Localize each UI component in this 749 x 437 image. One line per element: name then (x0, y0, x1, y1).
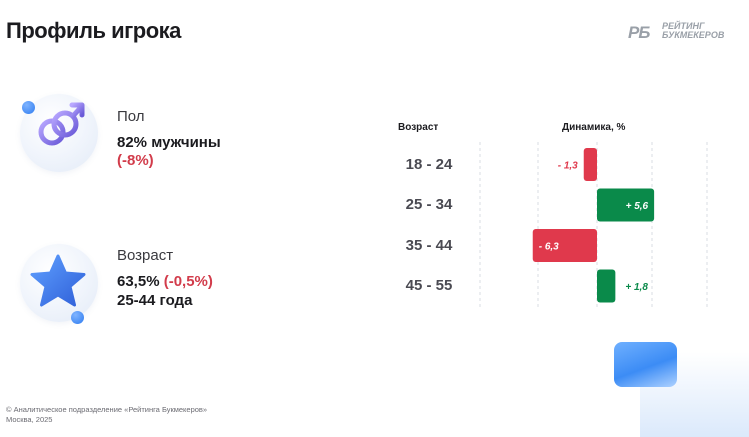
brand-mark: РБ (628, 23, 650, 42)
star-icon (30, 254, 86, 307)
brand-logo: РБ РЕЙТИНГ БУКМЕКЕРОВ (628, 22, 748, 44)
brand-text: РЕЙТИНГ БУКМЕКЕРОВ (662, 22, 724, 40)
brand-line-2: БУКМЕКЕРОВ (662, 30, 725, 40)
age-category-label: 35 - 44 (405, 236, 453, 254)
gender-change: (-8%) (117, 152, 154, 169)
bar-value-label: + 1,8 (625, 282, 648, 293)
age-category-label: 45 - 55 (405, 277, 453, 294)
gender-label: Пол (117, 108, 145, 125)
bar-18-24 (583, 148, 597, 181)
bar-25-34 (597, 188, 655, 222)
bar-35-44 (532, 229, 597, 262)
dynamics-column-header: Динамика, % (562, 122, 626, 133)
gender-symbol-icon (38, 102, 85, 163)
age-share: 63,5% (-0,5%) (117, 273, 213, 290)
age-share-value: 63,5% (117, 273, 160, 290)
bar-value-label: - 6,3 (539, 242, 559, 253)
bar-value-label: - 1,3 (558, 161, 578, 172)
age-icon-badge (20, 244, 98, 322)
decor-dot (22, 101, 35, 114)
footer-location: Москва, 2025 (6, 415, 53, 424)
page-title: Профиль игрока (6, 18, 181, 43)
footer-copyright: © Аналитическое подразделение «Рейтинга … (6, 405, 208, 414)
gender-value: 82% мужчины (117, 134, 221, 151)
age-label: Возраст (117, 247, 174, 264)
bar-value-label: + 5,6 (626, 201, 649, 212)
age-column-header: Возраст (398, 122, 439, 133)
brand-line-1: РЕЙТИНГ (662, 21, 705, 31)
bar-45-55 (597, 269, 616, 303)
age-share-change: (-0,5%) (163, 273, 213, 290)
footer: © Аналитическое подразделение «Рейтинга … (6, 405, 207, 425)
age-category-label: 18 - 24 (405, 155, 453, 173)
age-range: 25-44 года (117, 292, 193, 309)
decor-shape (614, 342, 677, 387)
age-category-label: 25 - 34 (405, 196, 453, 213)
decor-dot (71, 311, 84, 324)
